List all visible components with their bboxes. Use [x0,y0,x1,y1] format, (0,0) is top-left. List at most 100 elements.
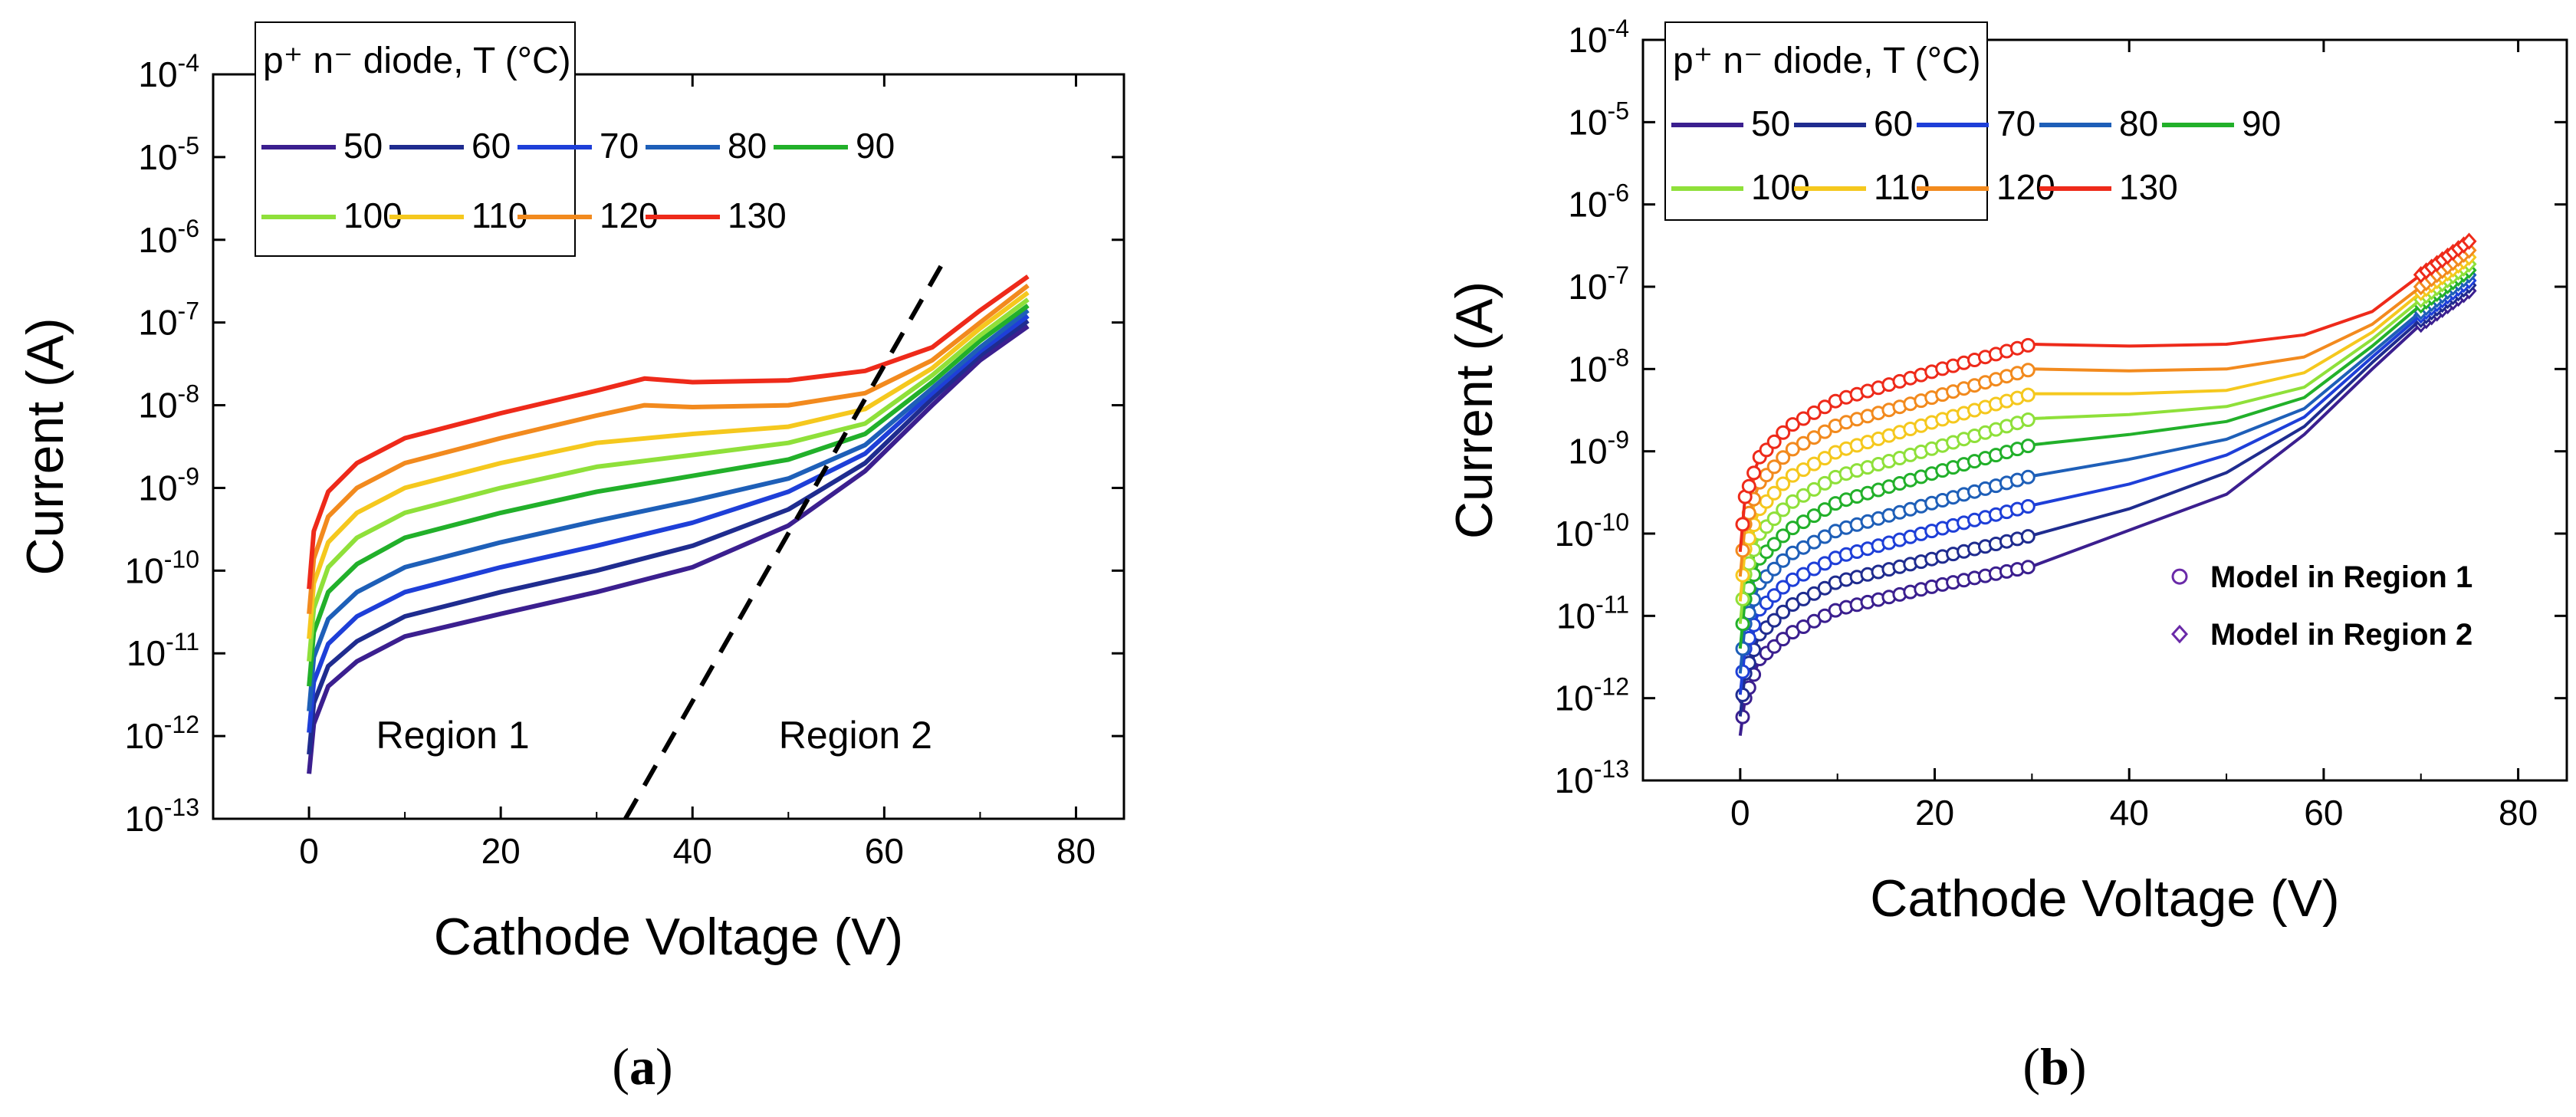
model-point-region1 [1785,417,1800,432]
caption-a: (a) [612,1037,673,1096]
y-tick-label: 10-5 [138,132,199,177]
x-tick-label: 40 [2110,793,2149,833]
x-tick-label: 80 [1056,831,1096,871]
region-annotation: Region 1 [376,714,530,757]
model-point-region1 [1785,468,1800,483]
legend-label-80: 80 [2119,103,2158,143]
model-point-region1 [1806,405,1822,420]
model-point-region1 [1796,514,1811,530]
legend-label-50: 50 [343,126,383,166]
panel-a-chart: 0 20 40 60 80 10-13 10-12 10-11 10-10 10-9 10-8 10-… [16,21,1125,966]
model-point-region1 [2020,499,2036,514]
model-legend-circle-marker [2171,568,2188,585]
y-tick-label: 10-4 [1568,15,1629,60]
x-tick-label: 0 [1730,793,1750,833]
model-point-region1 [1766,485,1782,501]
model-point-region1 [1806,508,1822,524]
region-annotation: Region 2 [779,714,932,757]
y-tick-label: 10-7 [1568,261,1629,307]
series-line-60 [307,318,1030,755]
plot-frame [1641,38,2568,782]
y-tick-label: 10-4 [138,49,199,94]
model-point-region1 [1776,502,1791,517]
model-point-region1 [1735,567,1750,583]
model-point-region1 [2020,387,2036,402]
y-tick-label: 10-12 [1555,673,1629,718]
model-point-region1 [1776,632,1791,647]
model-point-region1 [1735,664,1750,679]
model-point-region1 [1785,521,1800,536]
model-point-region1 [1766,434,1782,449]
y-tick-label: 10-7 [138,297,199,343]
series-line-80 [307,308,1030,711]
model-point-region1 [1796,488,1811,503]
model-point-region1 [1806,456,1822,471]
series-line-130 [307,274,1030,590]
model-point-region1 [1785,442,1800,457]
legend-label-70: 70 [600,126,639,166]
legend-label-70: 70 [1996,103,2036,143]
legend-label-60: 60 [1874,103,1913,143]
panel-b-chart: 0 20 40 60 80 10-13 10-12 10-11 10-10 10-9 10-8 10-… [1445,15,2568,928]
legend-label-60: 60 [472,126,511,166]
model-point-region1 [1766,511,1782,527]
legend-label-130: 130 [2119,167,2178,207]
y-tick-label: 10-13 [125,793,199,839]
y-tick-label: 10-10 [125,545,199,590]
legend-label-90: 90 [2242,103,2281,143]
model-point-region1 [1776,450,1791,465]
model-point-region1 [2020,412,2036,427]
series-line-50 [307,324,1030,774]
series-line-120 [307,284,1030,614]
y-axis-label: Current (A) [1445,281,1503,539]
x-tick-label: 20 [481,831,521,871]
x-tick-label: 20 [1915,793,1954,833]
model-point-region1 [1817,475,1832,491]
model-point-region1 [1806,481,1822,497]
model-point-region1 [2020,529,2036,544]
y-tick-label: 10-9 [1568,426,1629,471]
region-boundary-line [623,263,945,820]
legend-label-80: 80 [728,126,767,166]
model-point-region1 [1776,528,1791,544]
model-point-region1 [1741,478,1756,494]
model-point-region1 [1746,465,1762,481]
y-tick-label: 10-11 [127,628,199,673]
series-line-100 [307,297,1030,662]
x-tick-label: 0 [299,831,319,871]
model-point-region2 [2461,232,2477,250]
model-point-region1 [1735,543,1750,558]
plot-frame [212,73,1125,820]
model-point-region1 [1776,604,1791,619]
model-point-region1 [2020,337,2036,353]
caption-b: (b) [2022,1037,2087,1096]
model-point-region1 [1776,553,1791,568]
model-point-region1 [1735,641,1750,656]
model-point-region1 [1817,424,1832,439]
x-tick-label: 80 [2499,793,2538,833]
model-point-region1 [1735,709,1750,724]
y-tick-label: 10-11 [1556,590,1629,636]
legend-title: p⁺ n⁻ diode, T (°C) [263,41,571,81]
model-legend-label: Model in Region 2 [2210,618,2472,652]
x-tick-label: 60 [2304,793,2343,833]
y-axis-label: Current (A) [16,317,74,575]
model-point-region1 [1735,616,1750,632]
series-line-90 [307,304,1030,687]
legend-label-50: 50 [1751,103,1790,143]
model-point-region1 [1796,462,1811,478]
model-point-region1 [2020,363,2036,378]
model-point-region1 [1735,517,1750,532]
model-point-region1 [1776,580,1791,595]
legend-label-90: 90 [856,126,895,166]
model-point-region1 [1766,561,1782,577]
series-line-70 [307,314,1030,733]
model-point-region1 [1735,591,1750,606]
model-point-region1 [1776,425,1791,440]
model-point-region1 [1766,459,1782,475]
model-point-region1 [2020,560,2036,575]
model-point-region1 [1796,435,1811,451]
model-point-region1 [2020,469,2036,485]
model-point-region1 [1735,687,1750,702]
model-point-region1 [1776,476,1791,491]
